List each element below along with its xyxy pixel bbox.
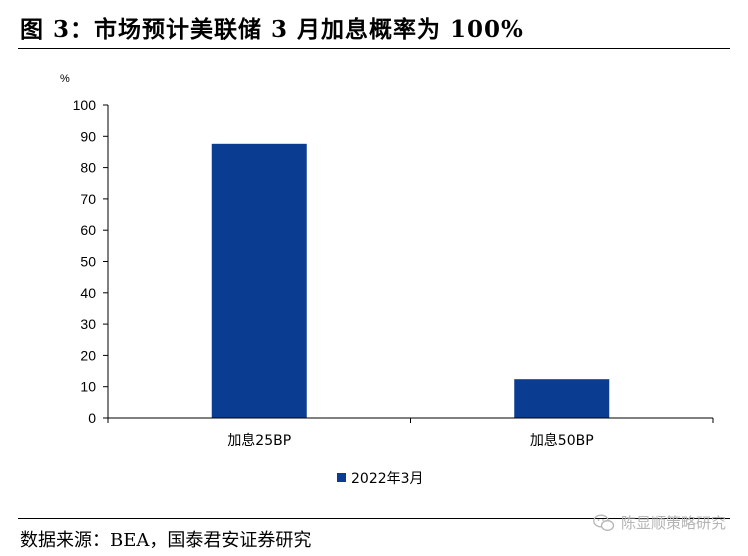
y-axis-ticks: 0 10 20 30 40 50 60 70 80 90 100 xyxy=(73,97,108,426)
y-tick-label: 90 xyxy=(80,128,96,144)
legend-label: 2022年3月 xyxy=(351,471,424,487)
bar xyxy=(514,379,610,418)
watermark-text: 陈显顺策略研究 xyxy=(620,514,726,532)
y-tick-label: 20 xyxy=(80,347,96,363)
x-tick-label: 加息25BP xyxy=(227,432,291,449)
wechat-icon xyxy=(593,514,615,531)
watermark: 陈显顺策略研究 xyxy=(593,512,726,533)
y-tick-label: 70 xyxy=(80,191,96,207)
y-tick-label: 10 xyxy=(80,379,96,395)
bar-series xyxy=(211,143,610,418)
y-tick-label: 40 xyxy=(80,285,96,301)
legend: 2022年3月 xyxy=(337,471,424,487)
y-tick-label: 60 xyxy=(80,222,96,238)
bar xyxy=(211,143,307,418)
x-tick-label: 加息50BP xyxy=(530,432,594,449)
source-rule xyxy=(18,518,730,519)
y-tick-label: 80 xyxy=(80,160,96,176)
y-tick-label: 50 xyxy=(80,254,96,270)
y-tick-label: 30 xyxy=(80,316,96,332)
title-rule xyxy=(18,48,730,49)
figure-title: 图 3：市场预计美联储 3 月加息概率为 100% xyxy=(20,16,524,43)
y-tick-label: 100 xyxy=(73,97,97,113)
source-note: 数据来源：BEA，国泰君安证券研究 xyxy=(20,530,312,551)
legend-swatch xyxy=(337,473,346,482)
y-axis-unit: % xyxy=(60,73,70,85)
x-axis-labels: 加息25BP 加息50BP xyxy=(227,432,593,449)
axes xyxy=(107,105,714,423)
y-tick-label: 0 xyxy=(88,410,96,426)
bar-chart: % 0 10 20 30 40 50 60 70 80 90 100 加息25BP 加息50BP 20… xyxy=(60,73,714,487)
